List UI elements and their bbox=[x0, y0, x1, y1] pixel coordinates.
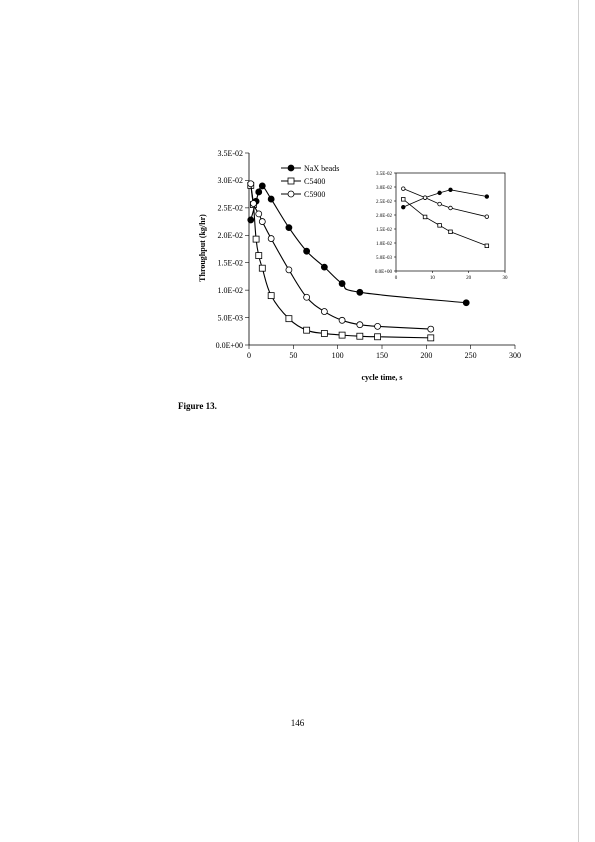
data-point bbox=[338, 280, 346, 287]
data-point bbox=[267, 292, 275, 300]
inset-series-1 bbox=[401, 197, 490, 248]
x-tick-label: 100 bbox=[332, 351, 344, 360]
x-axis-label: cycle time, s bbox=[361, 373, 402, 382]
x-tick-label: 0 bbox=[247, 351, 251, 360]
data-point bbox=[338, 316, 346, 324]
x-tick-label: 300 bbox=[509, 351, 521, 360]
legend-label: C5900 bbox=[304, 190, 325, 199]
legend-marker bbox=[287, 177, 295, 185]
y-tick-label: 2.5E-02 bbox=[217, 204, 243, 213]
inset-data-point bbox=[401, 197, 406, 202]
main-ticks: 0.0E+00 5.0E-03 1.0E-02 1.5E-02 2.0E-02 2.5E-… bbox=[216, 149, 521, 360]
legend-item: NaX beads bbox=[281, 164, 339, 173]
inset-series bbox=[401, 186, 490, 248]
y-tick-label: 0.0E+00 bbox=[216, 341, 243, 350]
inset-chart: 0.0E+00 5.0E-03 1.0E-02 1.5E-02 2.0E-02 2.5E-… bbox=[375, 172, 508, 281]
inset-y-tick-label: 2.5E-02 bbox=[376, 200, 392, 205]
legend-label: C5400 bbox=[304, 177, 325, 186]
inset-data-point bbox=[422, 195, 428, 200]
data-point bbox=[285, 266, 293, 274]
data-point bbox=[427, 334, 435, 342]
inset-y-tick-label: 1.0E-02 bbox=[376, 242, 392, 247]
inset-data-point bbox=[448, 187, 453, 192]
series-0 bbox=[247, 182, 470, 307]
inset-y-tick-label: 3.0E-02 bbox=[376, 186, 392, 191]
figure-caption: Figure 13. bbox=[178, 401, 217, 411]
data-point bbox=[247, 180, 255, 188]
inset-ticks: 0.0E+00 5.0E-03 1.0E-02 1.5E-02 2.0E-02 2.5E-… bbox=[375, 172, 508, 281]
data-point bbox=[252, 235, 260, 243]
inset-data-point bbox=[484, 214, 490, 219]
data-point bbox=[462, 299, 470, 307]
y-tick-label: 3.0E-02 bbox=[217, 176, 243, 185]
data-point bbox=[255, 188, 263, 196]
data-point bbox=[356, 332, 364, 340]
inset-data-point bbox=[422, 214, 428, 220]
data-point bbox=[320, 263, 328, 271]
inset-data-point bbox=[437, 223, 442, 228]
inset-data-point bbox=[484, 194, 490, 199]
inset-data-point bbox=[401, 186, 406, 191]
data-point bbox=[267, 195, 275, 203]
inset-data-point bbox=[448, 205, 453, 211]
inset-y-tick-label: 3.5E-02 bbox=[376, 172, 392, 177]
data-point bbox=[247, 216, 255, 224]
data-point bbox=[338, 331, 346, 339]
legend-item: C5900 bbox=[281, 190, 325, 199]
y-tick-label: 1.5E-02 bbox=[217, 259, 243, 268]
data-point bbox=[427, 325, 435, 333]
data-point bbox=[303, 326, 311, 334]
y-axis-label: Throughput (kg/hr) bbox=[198, 214, 207, 282]
data-point bbox=[255, 252, 263, 259]
page-number: 146 bbox=[290, 718, 305, 728]
data-point bbox=[356, 321, 364, 329]
data-point bbox=[258, 264, 266, 272]
inset-data-point bbox=[484, 243, 490, 248]
data-point bbox=[267, 235, 275, 242]
y-tick-label: 3.5E-02 bbox=[217, 149, 243, 158]
x-tick-label: 50 bbox=[289, 351, 297, 360]
legend-marker bbox=[287, 190, 295, 198]
data-point bbox=[285, 315, 293, 323]
legend-item: C5400 bbox=[281, 177, 325, 186]
y-tick-label: 2.0E-02 bbox=[217, 231, 243, 240]
inset-y-tick-label: 2.0E-02 bbox=[376, 214, 392, 219]
main-series bbox=[247, 180, 470, 342]
data-point bbox=[303, 247, 311, 255]
inset-x-tick-label: 20 bbox=[466, 276, 472, 281]
data-point bbox=[255, 210, 263, 218]
y-tick-label: 5.0E-03 bbox=[217, 313, 243, 322]
data-point bbox=[285, 224, 293, 232]
data-point bbox=[258, 182, 266, 190]
inset-y-tick-label: 0.0E+00 bbox=[375, 270, 393, 275]
inset-x-tick-label: 0 bbox=[395, 276, 398, 281]
inset-y-tick-label: 1.5E-02 bbox=[376, 228, 392, 233]
inset-data-point bbox=[437, 201, 442, 207]
data-point bbox=[258, 218, 266, 225]
data-point bbox=[250, 200, 257, 207]
inset-y-tick-label: 5.0E-03 bbox=[376, 256, 392, 261]
inset-x-tick-label: 30 bbox=[503, 276, 509, 281]
inset-data-point bbox=[401, 204, 406, 210]
inset-series-2 bbox=[401, 186, 490, 219]
data-point bbox=[374, 322, 381, 330]
x-tick-label: 200 bbox=[420, 351, 432, 360]
y-tick-label: 1.0E-02 bbox=[217, 286, 243, 295]
x-tick-label: 150 bbox=[376, 351, 388, 360]
series-2 bbox=[247, 180, 435, 333]
x-tick-label: 250 bbox=[465, 351, 477, 360]
inset-data-point bbox=[437, 190, 442, 196]
inset-data-point bbox=[448, 229, 453, 234]
data-point bbox=[356, 288, 364, 296]
inset-x-tick-label: 10 bbox=[430, 276, 436, 281]
data-point bbox=[374, 333, 381, 341]
legend-marker bbox=[287, 164, 295, 172]
data-point bbox=[320, 330, 328, 337]
legend-label: NaX beads bbox=[304, 164, 339, 173]
page-edge-line bbox=[578, 0, 579, 842]
legend: NaX beads C5400 C5900 bbox=[281, 164, 339, 199]
data-point bbox=[303, 293, 311, 301]
data-point bbox=[320, 308, 328, 315]
